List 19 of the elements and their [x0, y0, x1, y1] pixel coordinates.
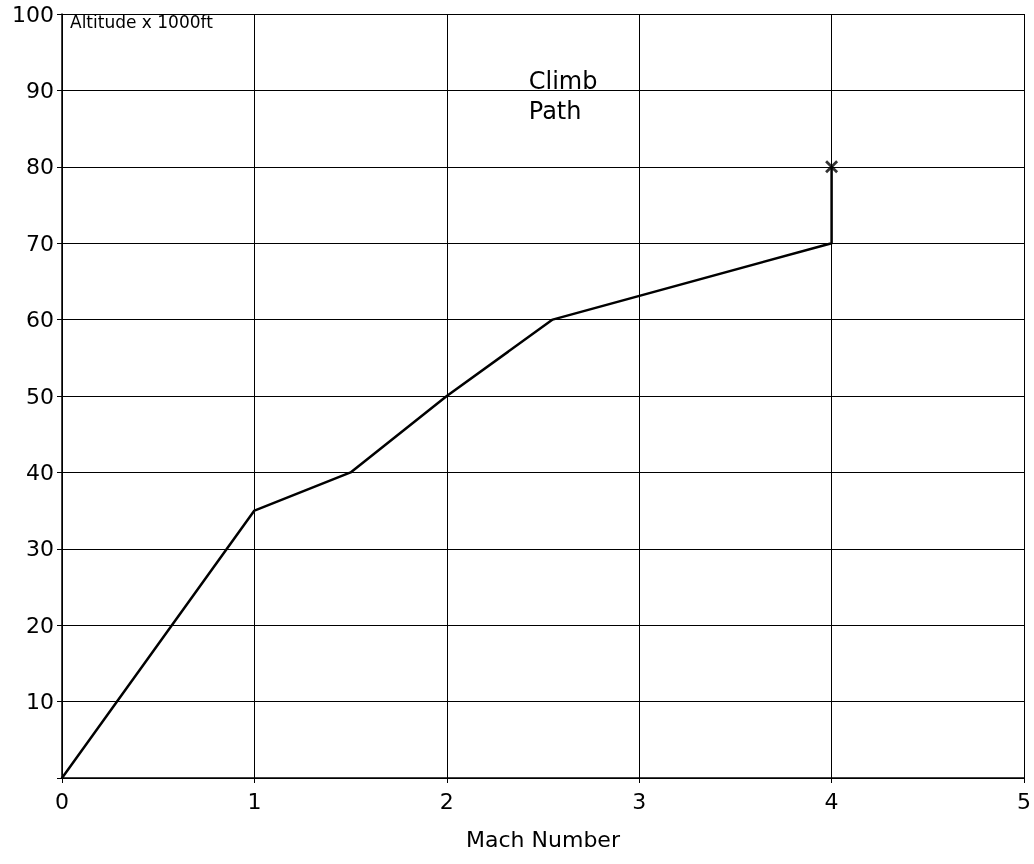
x-tick-label: 4	[824, 788, 839, 814]
y-tick-label: 60	[26, 307, 54, 333]
text: Climb Path	[528, 66, 598, 125]
x-tick-label: 5	[1017, 788, 1031, 814]
y-tick-label: 40	[26, 459, 54, 485]
y-tick-label: 80	[26, 154, 54, 180]
y-tick-label: 50	[26, 383, 54, 409]
x-tick-label: 0	[55, 788, 69, 814]
x-tick-label: 1	[247, 788, 262, 814]
y-tick-label: 30	[26, 536, 54, 562]
y-tick-label: 70	[26, 230, 54, 256]
x-tick-label: 3	[632, 788, 647, 814]
x-tick-label: 2	[439, 788, 454, 814]
x-axis-title: Mach Number	[466, 826, 621, 852]
y-tick-label: 90	[26, 77, 54, 103]
y-tick-label: 10	[26, 689, 54, 715]
y-axis-title: Altitude x 1000ft	[70, 11, 214, 32]
y-tick-label: 20	[26, 612, 54, 638]
y-tick-label: 100	[12, 1, 54, 27]
